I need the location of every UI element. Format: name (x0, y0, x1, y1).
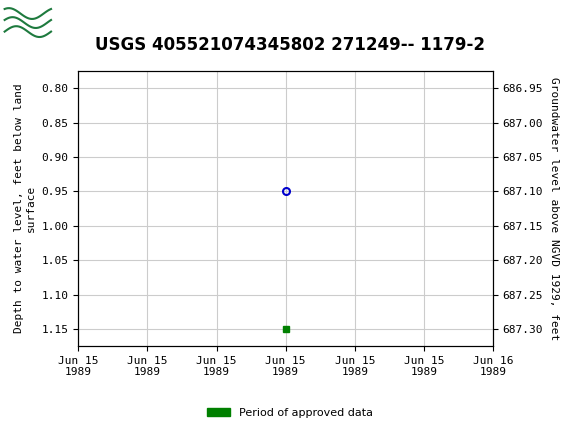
Text: USGS: USGS (58, 13, 118, 32)
Y-axis label: Groundwater level above NGVD 1929, feet: Groundwater level above NGVD 1929, feet (549, 77, 559, 340)
Text: USGS 405521074345802 271249-- 1179-2: USGS 405521074345802 271249-- 1179-2 (95, 36, 485, 54)
FancyBboxPatch shape (3, 3, 55, 42)
Legend: Period of approved data: Period of approved data (203, 403, 377, 422)
Y-axis label: Depth to water level, feet below land
surface: Depth to water level, feet below land su… (14, 84, 36, 333)
